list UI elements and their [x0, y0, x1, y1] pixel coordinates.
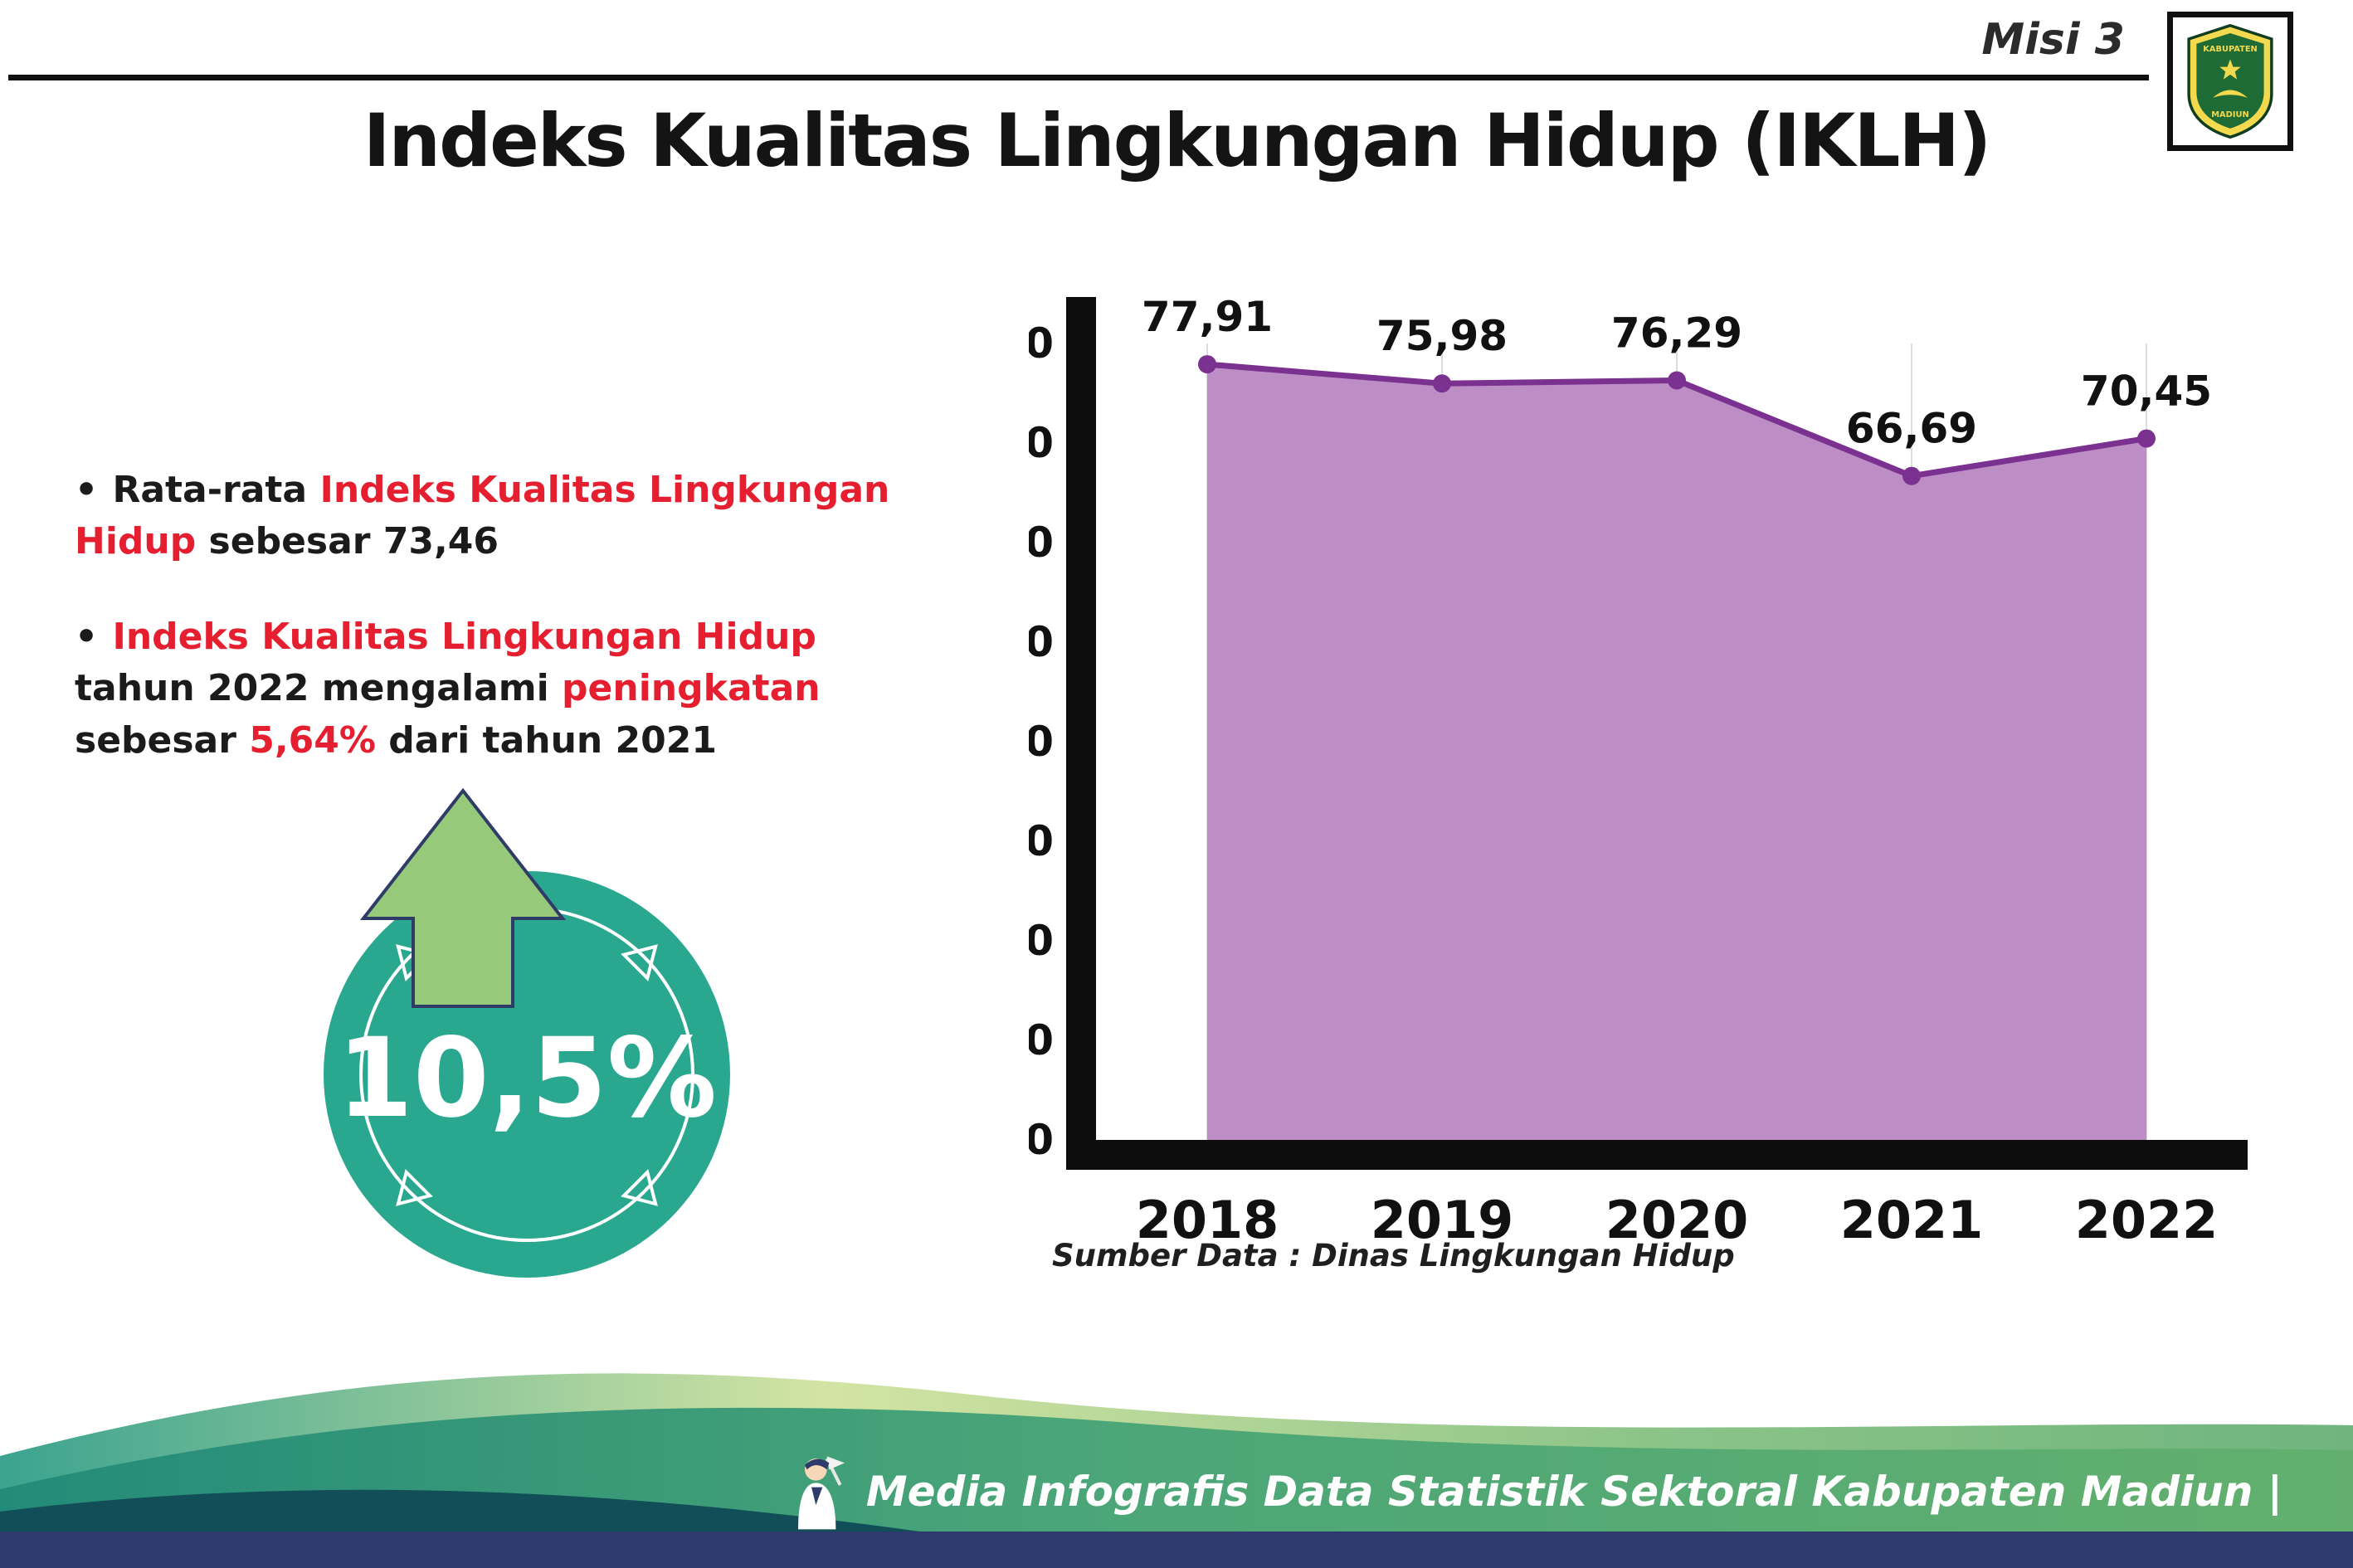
y-tick-label: 60: [1029, 519, 1054, 567]
x-tick-label: 2022: [2075, 1190, 2219, 1250]
y-tick-label: 0: [1029, 1116, 1054, 1164]
data-label: 76,29: [1611, 309, 1742, 358]
star-icon: [2219, 59, 2241, 80]
increase-badge: 10,5%: [266, 784, 797, 1373]
y-tick-label: 50: [1029, 618, 1054, 666]
note2-post: dari tahun 2021: [375, 718, 718, 762]
y-tick-label: 10: [1029, 1016, 1054, 1064]
mascot-icon: [797, 1456, 845, 1530]
up-arrow-icon: [359, 787, 567, 1008]
iklh-area-chart: 77,91 2018 75,98 2019 76,29 2020 66,69 2021 70,4…: [996, 282, 2290, 1336]
note-average-iklh: Rata-rata Indeks Kualitas Lingkungan Hid…: [73, 465, 928, 568]
logo-bottom-text: MADIUN: [2211, 110, 2248, 119]
area-fill: [1207, 364, 2146, 1140]
note2-highlight1: Indeks Kualitas Lingkungan Hidup: [112, 615, 816, 658]
note1-pre: Rata-rata: [112, 469, 320, 511]
note2-highlight2: peningkatan: [562, 667, 821, 710]
x-tick-label: 2018: [1136, 1190, 1279, 1250]
y-tick-label: 30: [1029, 817, 1054, 865]
footer-wave: [0, 1373, 2353, 1568]
note2-mid1: tahun 2022 mengalami: [75, 667, 563, 710]
note-increase-2022: Indeks Kualitas Lingkungan Hidup tahun 2…: [73, 611, 928, 767]
y-tick-label: 80: [1029, 319, 1054, 368]
page-title: Indeks Kualitas Lingkungan Hidup (IKLH): [363, 98, 1992, 183]
chart-source: Sumber Data : Dinas Lingkungan Hidup: [1052, 1238, 1735, 1273]
chart-x-axis: [1066, 1140, 2248, 1170]
data-point: [1198, 355, 1216, 374]
y-tick-label: 70: [1029, 419, 1054, 467]
crest-icon: KABUPATEN MADIUN: [2187, 23, 2273, 139]
data-point: [1902, 466, 1921, 485]
footer-text: Media Infografis Data Statistik Sektoral…: [865, 1468, 2282, 1516]
chart-y-axis: [1066, 297, 1096, 1170]
header-rule: [8, 75, 2149, 80]
x-tick-label: 2020: [1605, 1190, 1749, 1250]
notes-panel: Rata-rata Indeks Kualitas Lingkungan Hid…: [73, 465, 928, 810]
data-point: [2137, 429, 2156, 448]
data-point: [1668, 371, 1686, 390]
note1-post: sebesar 73,46: [196, 520, 499, 563]
misi-label: Misi 3: [1981, 15, 2125, 65]
data-point: [1433, 374, 1451, 393]
footer-bottom-bar: [0, 1531, 2353, 1568]
note1-highlight: Indeks Kualitas Lingkungan Hidup: [75, 469, 890, 563]
logo-top-text: KABUPATEN: [2203, 45, 2258, 54]
note2-mid2: sebesar: [75, 718, 250, 762]
data-label: 66,69: [1846, 405, 1977, 453]
data-label: 75,98: [1376, 312, 1508, 360]
footer-credit: Media Infografis Data Statistik Sektoral…: [785, 1450, 2282, 1533]
x-tick-label: 2021: [1840, 1190, 1984, 1250]
note2-highlight3: 5,64%: [249, 718, 376, 762]
y-tick-label: 40: [1029, 718, 1054, 766]
y-tick-label: 20: [1029, 917, 1054, 965]
data-label: 70,45: [2081, 368, 2212, 416]
data-label: 77,91: [1142, 293, 1273, 341]
kabupaten-madiun-logo: KABUPATEN MADIUN: [2167, 12, 2293, 151]
badge-value: 10,5%: [337, 1015, 717, 1142]
x-tick-label: 2019: [1371, 1190, 1514, 1250]
